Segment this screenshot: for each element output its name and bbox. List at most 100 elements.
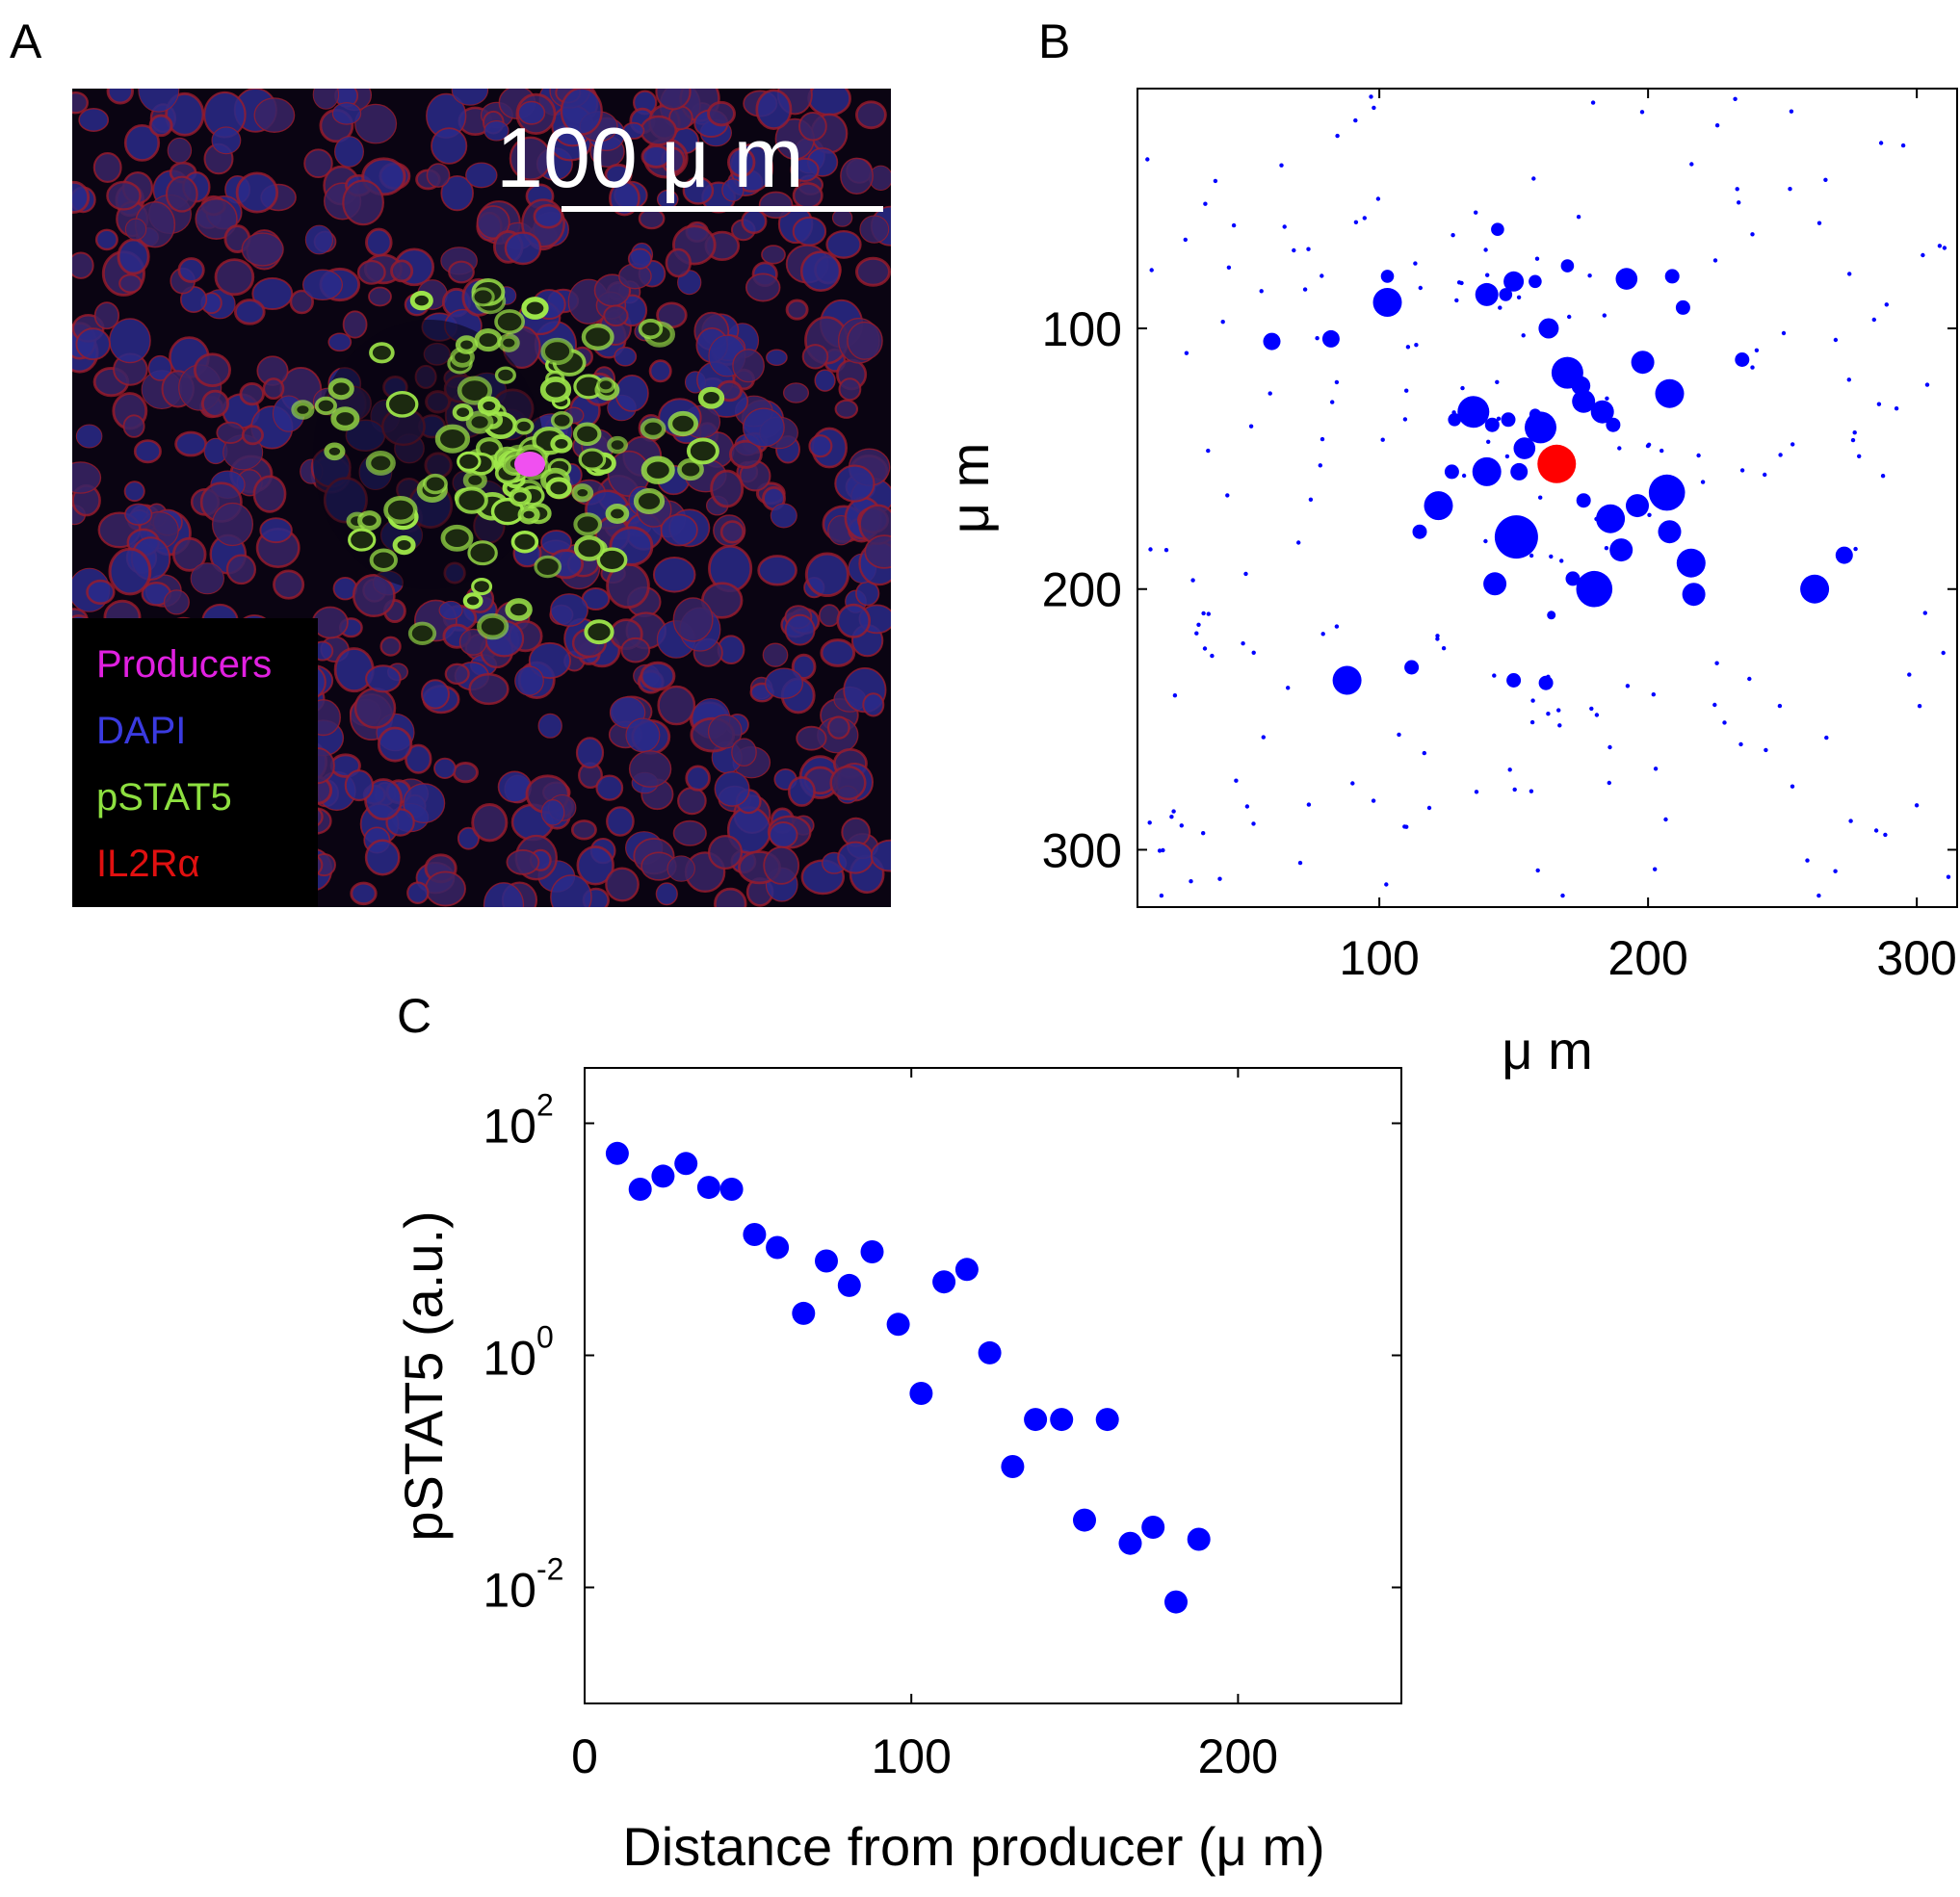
pstat5-positive-cell [539,377,572,403]
micrograph-cell [682,176,715,205]
micrograph-cell [627,247,652,270]
chart-b-small-cell [1587,273,1592,278]
chart-b-small-cell [1531,176,1536,181]
micrograph-cell [762,642,789,667]
chart-b-small-cell [1375,196,1381,201]
pstat5-positive-cell [462,592,483,610]
chart-b-small-cell [1653,867,1658,871]
micrograph-cell [72,251,94,279]
chart-b-ytick-label: 100 [1042,302,1122,356]
chart-b-small-cell [1712,258,1718,263]
micrograph-cell [836,603,872,638]
micrograph-cell [628,750,672,788]
micrograph-cell [606,806,635,837]
chart-b-small-cell [1297,860,1303,866]
chart-b-small-cell [1161,847,1165,853]
chart-b-cell [1372,288,1402,317]
micrograph-cell [785,299,809,321]
scale-bar-label: 100 μ m [496,110,804,205]
micrograph-cell [672,597,714,642]
pstat5-positive-cell [545,477,572,500]
chart-b-small-cell [1435,637,1440,641]
micrograph-cell [605,867,640,902]
micrograph-cell [124,503,153,526]
chart-b-cell [1484,417,1500,432]
chart-b-small-cell [1404,388,1409,393]
micrograph-cell [72,461,102,494]
chart-b-small-cell [1750,232,1755,237]
micrograph-cell [660,513,698,547]
chart-b-cell [1606,417,1621,432]
pstat5-positive-cell [677,457,704,481]
micrograph-cell [570,819,597,841]
chart-c-point [886,1312,910,1337]
micrograph-cell [471,803,509,843]
chart-b-small-cell [1534,256,1540,261]
micrograph-cell [75,327,111,361]
micrograph-cell [448,260,475,284]
micrograph-cell [791,653,817,681]
chart-c-point [932,1270,956,1294]
micrograph-cell [171,536,207,572]
chart-b-cell [1503,271,1525,292]
micrograph-cell [834,399,859,419]
chart-b-small-cell [1335,133,1340,139]
chart-b-cell [1576,493,1591,508]
micrograph-cell [118,273,143,294]
chart-c-point [860,1240,884,1263]
micrograph-cell [790,157,820,182]
chart-b-small-cell [1203,201,1208,206]
micrograph-cell [576,845,614,886]
micrograph-cell [390,259,414,283]
micrograph-cell [707,834,744,871]
chart-b-small-cell [1261,735,1267,740]
micrograph-cell [252,475,287,513]
chart-c-xtick-label: 200 [1198,1729,1278,1783]
pstat5-positive-cell [667,410,698,437]
pstat5-positive-cell [452,403,474,422]
chart-b-small-cell [1315,336,1320,341]
chart-b-small-cell [1647,512,1652,517]
chart-b-cell [1448,413,1461,427]
micrograph-cell [483,882,525,907]
micrograph-cell [211,502,254,547]
chart-b-small-cell [1567,314,1572,320]
chart-b-small-cell [1816,893,1821,898]
micrograph-cell [354,103,398,144]
chart-c-point [1073,1508,1096,1532]
pstat5-positive-cell [517,505,540,525]
chart-b-cell [1457,396,1490,429]
micrograph-cell [403,783,446,824]
chart-b-cell [1499,288,1513,301]
chart-b-cell [1596,504,1626,533]
chart-c-point [696,1176,720,1200]
chart-b-cell [1609,538,1633,562]
micrograph-cell [719,520,745,544]
chart-b-cell [1412,524,1427,539]
pstat5-positive-cell [423,473,448,495]
chart-b-cell [1491,222,1504,236]
micrograph-cell [826,715,850,740]
chart-b-small-cell [1559,559,1564,563]
chart-b-small-cell [1712,702,1717,708]
chart-b-small-cell [1483,538,1488,544]
chart-b-small-cell [1163,548,1169,553]
chart-b-small-cell [1894,406,1899,411]
micrograph-cell [365,227,393,257]
chart-c-point [1001,1455,1025,1478]
micrograph-cell [782,382,810,403]
chart-b-small-cell [1194,631,1199,636]
chart-b-small-cell [1790,442,1795,447]
chart-b-small-cell [1189,879,1193,884]
chart-b-cell [1475,282,1499,306]
chart-b-small-cell [1267,391,1272,396]
chart-b-small-cell [1946,874,1951,879]
chart-b-small-cell [1824,735,1829,741]
chart-b-small-cell [1402,824,1407,829]
micrograph-cell [509,136,552,181]
micrograph-cell [194,352,232,388]
pstat5-positive-cell [573,535,605,561]
chart-b-small-cell [1225,493,1230,498]
micrograph-cell [742,407,785,448]
micrograph-cell [167,137,193,164]
